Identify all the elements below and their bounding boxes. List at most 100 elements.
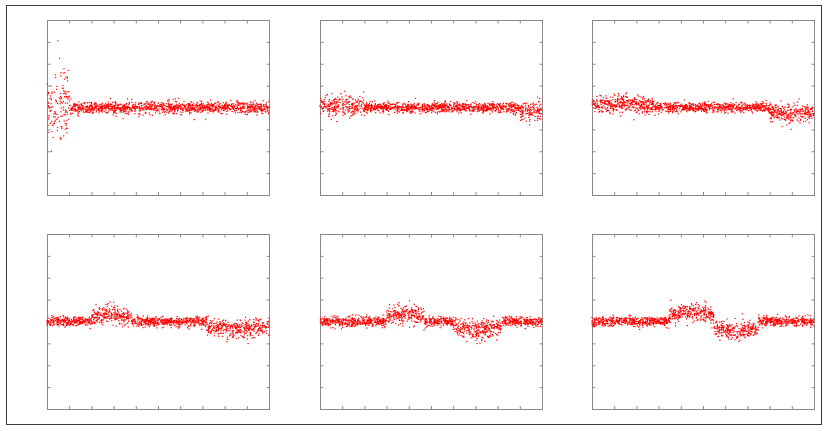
data-point: [242, 325, 244, 327]
data-point: [810, 114, 813, 116]
data-point: [219, 103, 221, 105]
data-point: [142, 114, 144, 116]
data-point: [327, 107, 329, 109]
data-point: [649, 101, 651, 103]
data-point: [131, 106, 134, 108]
data-point: [130, 108, 132, 110]
scatter-panel-4: [46, 234, 270, 410]
data-point: [682, 109, 684, 111]
data-point: [776, 111, 778, 113]
data-point: [790, 114, 792, 116]
data-point: [717, 109, 719, 111]
data-point: [217, 101, 219, 103]
data-point: [669, 103, 671, 105]
data-point: [154, 101, 156, 104]
data-point: [793, 117, 795, 119]
data-point: [631, 102, 633, 104]
data-point: [664, 102, 666, 104]
data-point: [745, 106, 747, 108]
data-point: [191, 107, 193, 109]
data-point: [154, 112, 157, 114]
data-point: [151, 317, 153, 319]
data-point: [77, 115, 79, 117]
data-point: [640, 96, 642, 98]
data-point: [764, 109, 766, 111]
data-point: [668, 112, 670, 114]
data-point: [657, 113, 659, 115]
data-point: [366, 109, 368, 111]
data-point: [105, 104, 107, 106]
data-point: [136, 107, 139, 109]
data-point: [205, 317, 208, 319]
data-point: [355, 106, 357, 108]
data-point: [771, 106, 773, 109]
data-point: [468, 107, 470, 109]
data-point: [771, 114, 773, 116]
data-point: [81, 109, 83, 111]
data-point: [602, 107, 604, 109]
data-point: [811, 106, 813, 108]
data-point: [367, 107, 369, 109]
data-point: [472, 106, 474, 108]
data-point: [536, 112, 538, 114]
data-point: [118, 107, 120, 110]
data-point: [431, 107, 433, 109]
data-point: [632, 101, 634, 103]
data-point: [527, 104, 529, 107]
data-point: [220, 323, 222, 326]
data-point: [475, 101, 477, 103]
data-point: [689, 107, 691, 109]
data-point: [128, 102, 130, 104]
data-point: [472, 107, 475, 109]
data-point: [641, 106, 643, 108]
data-point: [645, 102, 647, 104]
data-point: [404, 104, 406, 106]
data-point: [148, 319, 151, 321]
data-point: [69, 104, 71, 106]
data-point: [771, 121, 773, 123]
data-point: [682, 107, 685, 109]
data-point: [603, 103, 605, 105]
data-point: [438, 111, 440, 113]
data-point: [654, 104, 656, 106]
data-point: [93, 314, 95, 316]
data-point: [401, 108, 403, 110]
data-point: [377, 106, 379, 108]
data-point: [414, 97, 417, 100]
data-point: [183, 100, 185, 103]
data-point: [129, 107, 131, 109]
data-point: [738, 107, 740, 109]
data-point: [51, 130, 53, 133]
data-point: [724, 103, 726, 105]
data-point: [620, 105, 622, 108]
data-point: [760, 106, 762, 108]
data-point: [115, 107, 117, 109]
data-point: [52, 106, 54, 108]
data-point: [202, 109, 204, 112]
data-point: [776, 113, 778, 115]
data-point: [508, 108, 510, 110]
data-point: [525, 102, 527, 104]
data-point: [804, 110, 806, 112]
data-point: [492, 103, 494, 105]
data-point: [606, 97, 608, 99]
data-point: [157, 109, 159, 111]
data-point: [622, 107, 624, 109]
data-point: [265, 105, 267, 107]
data-point: [319, 104, 321, 106]
data-point: [785, 112, 787, 114]
data-point: [194, 322, 196, 324]
panel-ticks: [320, 20, 543, 196]
data-point: [613, 104, 615, 106]
data-point: [57, 127, 59, 129]
data-point: [209, 107, 211, 110]
data-point: [182, 111, 184, 113]
data-point: [793, 109, 795, 111]
data-point: [760, 107, 762, 109]
data-point: [439, 105, 441, 108]
data-point: [483, 108, 485, 110]
data-point: [672, 110, 674, 112]
data-point: [533, 105, 535, 107]
data-point: [225, 108, 227, 110]
data-point: [635, 101, 637, 103]
